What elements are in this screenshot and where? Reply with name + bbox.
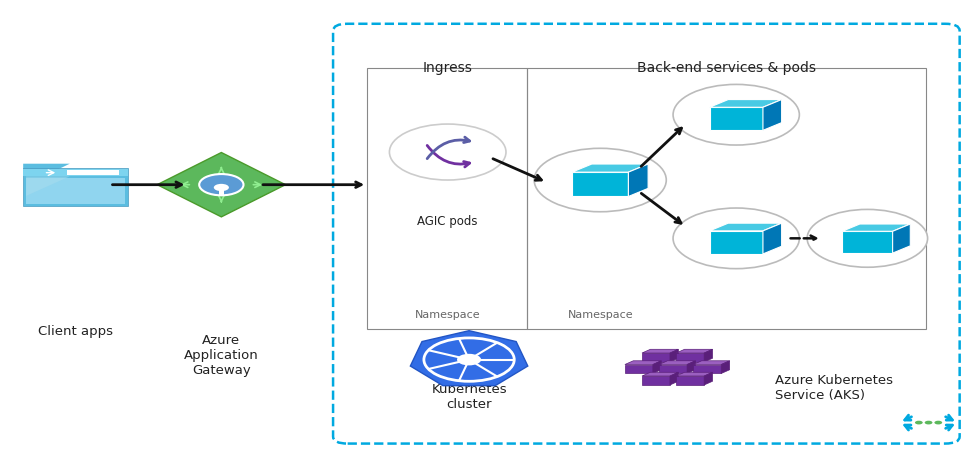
Polygon shape: [676, 349, 712, 353]
Circle shape: [924, 421, 932, 424]
Text: Namespace: Namespace: [415, 310, 481, 320]
Text: Ingress: Ingress: [423, 61, 473, 75]
Circle shape: [534, 148, 666, 212]
Text: Azure
Application
Gateway: Azure Application Gateway: [184, 334, 259, 377]
Polygon shape: [659, 364, 687, 373]
Polygon shape: [709, 107, 763, 130]
Polygon shape: [625, 364, 653, 373]
Polygon shape: [628, 164, 648, 196]
Polygon shape: [694, 361, 730, 364]
Polygon shape: [659, 361, 696, 364]
Polygon shape: [157, 152, 285, 217]
Circle shape: [458, 354, 480, 365]
Polygon shape: [694, 364, 721, 373]
Polygon shape: [670, 349, 678, 362]
Polygon shape: [704, 372, 712, 385]
Polygon shape: [642, 349, 678, 353]
Polygon shape: [642, 376, 670, 385]
Polygon shape: [676, 372, 712, 376]
Polygon shape: [763, 223, 782, 254]
Polygon shape: [709, 223, 782, 231]
Polygon shape: [410, 331, 528, 386]
Polygon shape: [687, 361, 696, 373]
Circle shape: [807, 210, 927, 267]
Circle shape: [673, 84, 799, 145]
Polygon shape: [893, 224, 911, 253]
Polygon shape: [573, 172, 628, 196]
Text: Client apps: Client apps: [38, 325, 113, 337]
Circle shape: [199, 174, 243, 195]
Circle shape: [214, 184, 229, 191]
Text: Kubernetes
cluster: Kubernetes cluster: [431, 383, 507, 411]
Polygon shape: [23, 164, 69, 169]
Bar: [23, 169, 128, 177]
Polygon shape: [704, 349, 712, 362]
Polygon shape: [642, 372, 678, 376]
Polygon shape: [625, 361, 661, 364]
Circle shape: [934, 421, 942, 424]
Circle shape: [457, 354, 481, 365]
Polygon shape: [653, 361, 661, 373]
Text: Namespace: Namespace: [568, 310, 633, 320]
Polygon shape: [676, 376, 704, 385]
Bar: [219, 187, 224, 195]
Text: Back-end services & pods: Back-end services & pods: [637, 61, 816, 75]
Circle shape: [673, 208, 799, 269]
Circle shape: [390, 124, 506, 180]
Bar: [367, 68, 528, 329]
Bar: [26, 177, 125, 204]
Polygon shape: [26, 177, 69, 196]
Bar: [66, 170, 119, 176]
Polygon shape: [763, 100, 782, 130]
Polygon shape: [709, 100, 782, 107]
Polygon shape: [721, 361, 730, 373]
Polygon shape: [842, 231, 893, 253]
Polygon shape: [709, 231, 763, 254]
Polygon shape: [842, 224, 911, 231]
FancyBboxPatch shape: [23, 168, 128, 206]
Circle shape: [915, 421, 922, 424]
Text: Azure Kubernetes
Service (AKS): Azure Kubernetes Service (AKS): [775, 374, 893, 402]
Polygon shape: [642, 353, 670, 362]
Polygon shape: [573, 164, 648, 172]
Polygon shape: [670, 372, 678, 385]
Text: AGIC pods: AGIC pods: [417, 215, 478, 228]
Bar: [528, 68, 925, 329]
Polygon shape: [676, 353, 704, 362]
